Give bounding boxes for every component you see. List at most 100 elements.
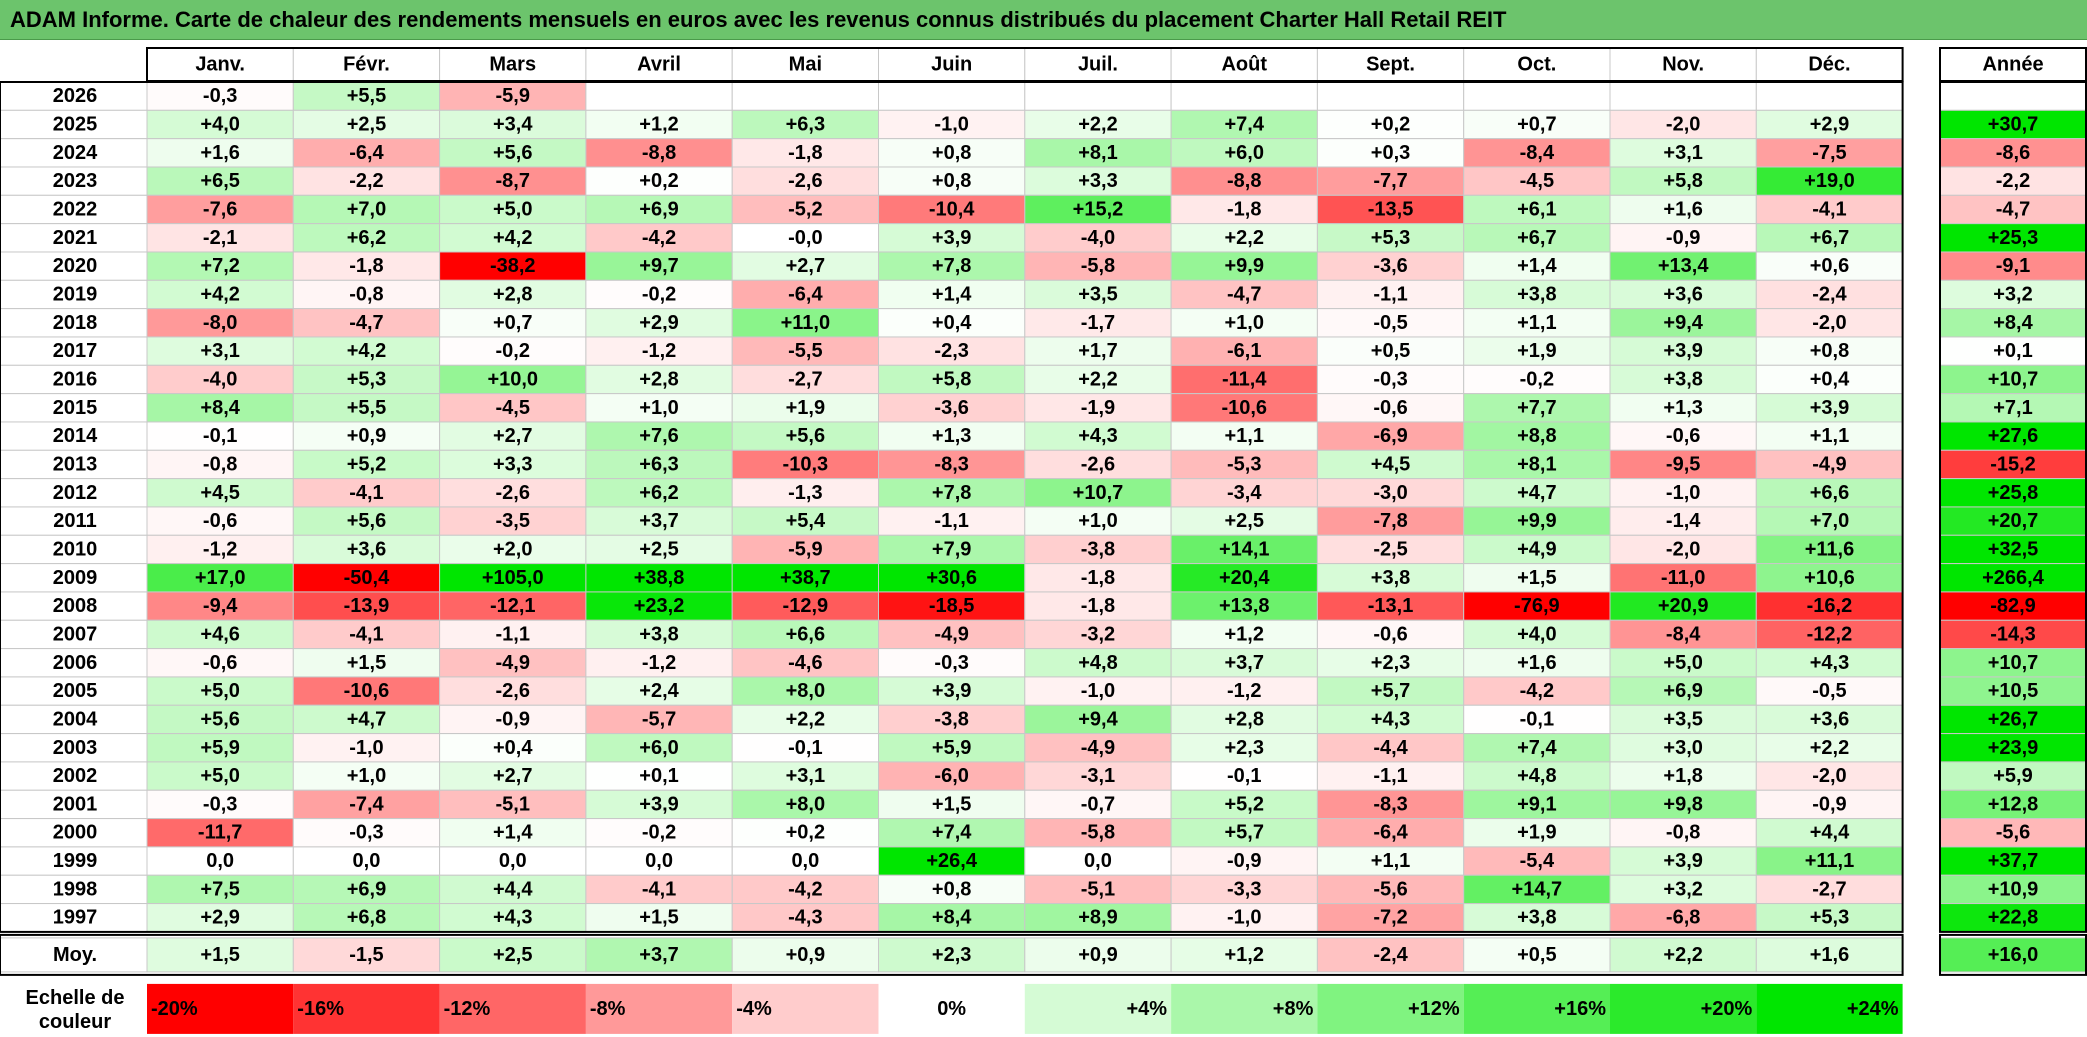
heatmap-cell-value: -5,8 — [1081, 255, 1115, 277]
year-label: 1997 — [53, 907, 98, 929]
heatmap-cell-value: -11,0 — [1661, 567, 1705, 589]
year-label: 2001 — [53, 793, 98, 815]
heatmap-cell-value: -0,2 — [642, 822, 676, 844]
average-cell-value: -1,5 — [349, 944, 383, 966]
heatmap-cell-value: +1,2 — [1225, 623, 1264, 645]
heatmap-cell — [585, 364, 733, 395]
heatmap-cell — [1316, 449, 1465, 480]
heatmap-cell — [731, 704, 880, 735]
heatmap-cell-value: +5,2 — [347, 453, 386, 475]
heatmap-cell-value: +5,6 — [493, 142, 532, 164]
heatmap-cell-value: +3,8 — [1371, 567, 1410, 589]
heatmap-cell-value: -8,0 — [203, 312, 237, 334]
heatmap-cell-value: -0,1 — [1227, 765, 1261, 787]
heatmap-cell — [439, 364, 587, 395]
heatmap-cell-value: -4,2 — [1520, 680, 1554, 702]
heatmap-cell-value: +5,9 — [200, 737, 239, 759]
heatmap-cell-value: -2,3 — [934, 340, 968, 362]
heatmap-cell-value: -13,1 — [1368, 595, 1414, 617]
heatmap-cell-value: +2,8 — [1225, 708, 1264, 730]
heatmap-cell-value: +20,4 — [1219, 567, 1270, 589]
heatmap-cell — [439, 874, 587, 905]
heatmap-cell-value: -13,9 — [344, 595, 390, 617]
heatmap-cell-value: +4,6 — [200, 623, 239, 645]
heatmap-cell-value: -2,7 — [788, 368, 822, 390]
heatmap-cell-value: -0,8 — [1666, 822, 1700, 844]
heatmap-cell-value: -4,1 — [349, 482, 383, 504]
scale-swatch — [1756, 983, 1903, 1034]
heatmap-cell-value: +3,4 — [493, 113, 533, 135]
heatmap-cell-value: -0,3 — [203, 85, 237, 107]
heatmap-cell — [146, 704, 294, 735]
heatmap-cell-value: +6,9 — [639, 198, 678, 220]
annual-cell-value: +25,3 — [1988, 227, 2039, 249]
heatmap-cell — [1316, 534, 1465, 565]
heatmap-cell-value: +0,2 — [1371, 113, 1410, 135]
heatmap-cell — [1024, 364, 1172, 395]
annual-cell — [1939, 421, 2087, 451]
heatmap-cell-value: +1,1 — [1225, 425, 1264, 447]
heatmap-cell-value: +3,9 — [932, 227, 971, 249]
heatmap-cell-value: -2,0 — [1812, 765, 1846, 787]
heatmap-cell-value: +3,9 — [1663, 340, 1702, 362]
heatmap-cell — [1755, 449, 1904, 480]
heatmap-cell-value: -10,6 — [1221, 397, 1267, 419]
heatmap-cell-value: -5,3 — [1227, 453, 1261, 475]
heatmap-cell — [1755, 789, 1904, 820]
page-title: ADAM Informe. Carte de chaleur des rende… — [0, 0, 2087, 40]
heatmap-cell-value: -16,2 — [1807, 595, 1853, 617]
heatmap-cell-value: +6,7 — [1517, 227, 1556, 249]
heatmap-cell-value: -3,5 — [496, 510, 530, 532]
year-label: 2019 — [53, 283, 98, 305]
heatmap-cell-value: +7,8 — [932, 255, 971, 277]
heatmap-cell — [878, 81, 1026, 111]
heatmap-cell-value: +7,4 — [1517, 737, 1557, 759]
heatmap-cell — [292, 591, 441, 621]
heatmap-cell-value: -0,3 — [349, 822, 383, 844]
heatmap-cell-value: -0,6 — [203, 652, 237, 674]
heatmap-cell-value: -5,2 — [788, 198, 822, 220]
heatmap-cell-value: -4,9 — [1812, 453, 1846, 475]
heatmap-cell — [878, 478, 1026, 508]
annual-cell-value: +10,7 — [1988, 368, 2039, 390]
heatmap-cell — [292, 818, 441, 848]
scale-swatch — [1463, 983, 1610, 1034]
heatmap-cell-value: +2,2 — [1225, 227, 1264, 249]
heatmap-cell — [1170, 591, 1318, 621]
heatmap-cell — [878, 279, 1026, 310]
heatmap-cell-value: -76,9 — [1514, 595, 1560, 617]
year-label: 2000 — [53, 822, 98, 844]
heatmap-cell-value: +1,6 — [1517, 652, 1556, 674]
annual-cell-value: +20,7 — [1988, 510, 2039, 532]
heatmap-cell-value: +0,4 — [1810, 368, 1850, 390]
heatmap-cell — [1316, 279, 1465, 310]
heatmap-cell-value: +5,9 — [932, 737, 971, 759]
annual-cell-value: -5,6 — [1996, 822, 2030, 844]
annual-cell-value: -4,7 — [1996, 198, 2030, 220]
heatmap-cell — [1024, 506, 1172, 536]
average-cell — [878, 937, 1026, 973]
heatmap-cell-value: -2,0 — [1812, 312, 1846, 334]
annual-cell-value: +25,8 — [1988, 482, 2039, 504]
year-label: 2002 — [53, 765, 98, 787]
average-cell — [1024, 937, 1172, 973]
heatmap-cell — [1609, 619, 1757, 650]
heatmap-cell-value: -6,0 — [934, 765, 968, 787]
heatmap-cell — [146, 761, 294, 791]
heatmap-cell-value: -2,4 — [1812, 283, 1847, 305]
heatmap-cell — [439, 534, 587, 565]
heatmap-cell-value: -1,2 — [642, 340, 676, 362]
annual-cell-value: +30,7 — [1988, 113, 2039, 135]
annual-cell-value: +23,9 — [1988, 737, 2039, 759]
heatmap-cell — [146, 789, 294, 820]
annual-body-frame — [1939, 81, 2087, 933]
month-header-label: Août — [1221, 54, 1267, 76]
heatmap-cell — [1170, 676, 1318, 706]
heatmap-cell — [1609, 478, 1757, 508]
heatmap-cell-value: +3,6 — [347, 538, 386, 560]
annual-cell-value: -8,6 — [1996, 142, 2030, 164]
heatmap-cell — [1316, 478, 1465, 508]
heatmap-cell — [292, 393, 441, 423]
heatmap-cell — [439, 109, 587, 140]
heatmap-cell-value: -0,2 — [1520, 368, 1554, 390]
